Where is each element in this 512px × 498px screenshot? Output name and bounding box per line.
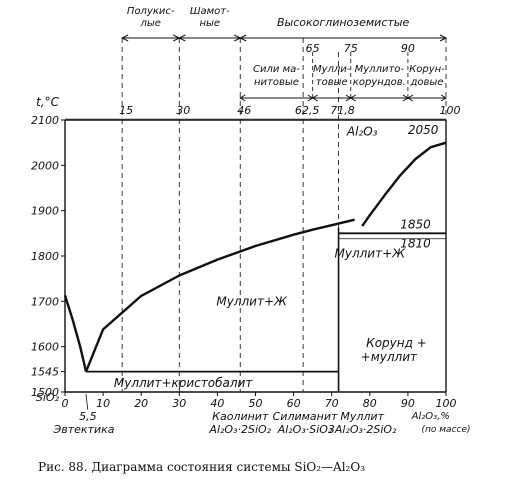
- subgroup-label2-2: корундов.: [353, 77, 406, 88]
- group-arrow-right-2: [439, 34, 448, 42]
- x-tick-label-10: 10: [96, 397, 110, 410]
- dashed-boundaries: [121, 38, 447, 392]
- y-tick-label-1500: 1500: [31, 386, 59, 399]
- phase-annotations: Al₂O₃ 205018501810Муллит+ЖМуллит+ЖКорунд …: [114, 123, 439, 390]
- top-scale-label-46: 46: [237, 104, 251, 117]
- top-scale-label-100: 100: [440, 104, 461, 117]
- y-tick-label-2000: 2000: [31, 159, 59, 172]
- annotation-2: 1850: [400, 217, 431, 231]
- x-tick-label-30: 30: [172, 397, 186, 410]
- x-tick-label-100: 100: [436, 397, 457, 410]
- subgroup-arrow-left-2: [349, 94, 357, 102]
- annotation-7: +муллит: [361, 350, 418, 364]
- eutectic-pointer: [85, 393, 89, 411]
- annotation-6: Корунд +: [366, 336, 427, 350]
- annotation-1: 2050: [408, 123, 439, 137]
- subgroup-label-2: Муллито-: [355, 64, 405, 75]
- y-tick-label-1900: 1900: [31, 205, 59, 218]
- top-scale-label-62-5: 62,5: [295, 104, 320, 117]
- compound-label-1: Эвтектика: [53, 423, 115, 436]
- x-tick-label-60: 60: [287, 397, 301, 410]
- top-scale-label-71-8: 71,8: [330, 104, 355, 117]
- y-axis-bottom-label: SiO₂: [36, 391, 60, 404]
- annotation-3: 1810: [400, 236, 431, 250]
- y-axis-ticks: 1500 1600 1700 1800 1900 2000 2100 1545 t,°C SiO₂: [31, 95, 65, 404]
- subgroup-label-3: Корун-: [409, 64, 445, 75]
- figure-caption: Рис. 88. Диаграмма состояния системы SiO…: [38, 460, 366, 474]
- subgroup-label-1: Мулли-: [313, 64, 351, 75]
- top-scale-label-15: 15: [119, 104, 133, 117]
- top-scale2-label-75: 75: [344, 42, 358, 55]
- top-scale-label-30: 30: [176, 104, 190, 117]
- group-label-1: Шамот-: [190, 6, 230, 17]
- annotation-8: Муллит+кристобалит: [114, 376, 253, 390]
- compound-label-2: Каолинит: [212, 410, 269, 423]
- subgroup-label-0: Сили ма-: [253, 64, 300, 75]
- liquidus-curve-1: [63, 295, 88, 372]
- y-tick-label-1700: 1700: [31, 295, 59, 308]
- y-tick-label-1545: 1545: [31, 366, 59, 379]
- group-label-0: Полукис-: [127, 6, 175, 17]
- compound-label-0: 5,5: [79, 410, 97, 423]
- refractory-groups: Полукис-лые Шамот-ные Высокоглиноземистые С…: [121, 6, 448, 102]
- group-label2-1: ные: [199, 18, 220, 29]
- subgroup-label2-3: довые: [409, 77, 443, 88]
- annotation-0: Al₂O₃: [346, 124, 378, 138]
- x-tick-label-90: 90: [401, 397, 415, 410]
- y-tick-label-2100: 2100: [31, 114, 59, 127]
- subgroup-arrow-left-0: [239, 94, 246, 102]
- compound-label-3: Al₂O₃·2SiO₂: [208, 423, 271, 436]
- x-tick-label-70: 70: [325, 397, 339, 410]
- compound-label-5: Al₂O₃·SiO₂: [277, 423, 333, 436]
- x-unit-label-2: (по массе): [421, 425, 470, 435]
- group-label-2: Высокоглиноземистые: [277, 16, 409, 29]
- group-arrow-left-2: [239, 34, 247, 42]
- liquidus-curve-3: [361, 141, 447, 227]
- subgroup-arrow-left-1: [311, 94, 318, 102]
- liquidus-curve-2: [84, 218, 355, 373]
- group-arrow-left-0: [121, 34, 129, 42]
- compound-label-4: Силиманит: [273, 410, 338, 423]
- subgroup-label2-1: товые: [316, 77, 348, 88]
- compound-label-7: 3Al₂O₃·2SiO₂: [328, 423, 397, 436]
- x-tick-label-80: 80: [363, 397, 377, 410]
- top-scale2-label-90: 90: [401, 42, 415, 55]
- y-tick-label-1600: 1600: [31, 341, 59, 354]
- phase-lines: [63, 141, 447, 392]
- subgroup-arrow-left-3: [406, 94, 414, 102]
- annotation-4: Муллит+Ж: [335, 247, 407, 261]
- y-axis-unit: t,°C: [36, 95, 60, 109]
- top-composition-scale: 15 30 46 62,5 71,8 100 65 75 90: [65, 42, 461, 120]
- top-scale2-label-65: 65: [306, 42, 320, 55]
- subgroup-label2-0: нитовые: [254, 77, 299, 88]
- y-tick-label-1800: 1800: [31, 250, 59, 263]
- group-arrow-left-1: [178, 34, 186, 42]
- subgroup-arrow-right-3: [440, 94, 447, 102]
- x-unit-label: Al₂O₃,%: [411, 411, 450, 422]
- x-tick-label-50: 50: [249, 397, 263, 410]
- x-tick-label-0: 0: [62, 397, 69, 410]
- group-label2-0: лые: [139, 18, 160, 29]
- compound-label-6: Муллит: [340, 410, 384, 423]
- annotation-5: Муллит+Ж: [216, 294, 288, 308]
- x-tick-label-40: 40: [210, 397, 224, 410]
- x-tick-label-20: 20: [134, 397, 148, 410]
